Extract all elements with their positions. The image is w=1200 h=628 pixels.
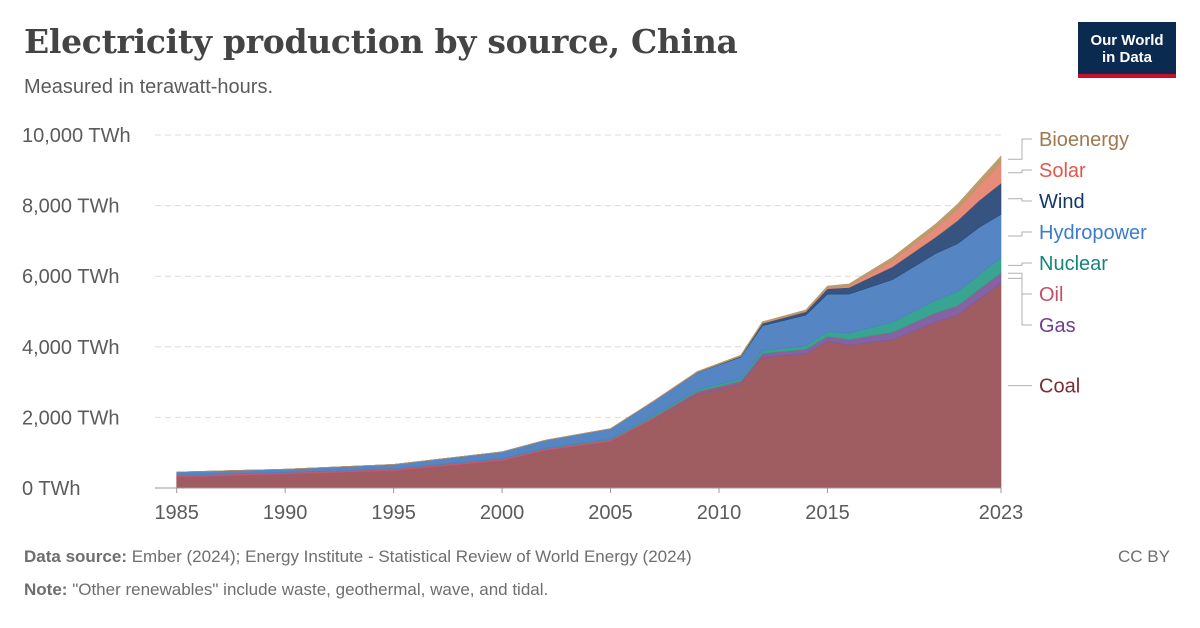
y-tick-label: 6,000 TWh	[22, 266, 119, 288]
area-bioenergy	[176, 155, 1002, 473]
source-label: Data source:	[24, 547, 127, 566]
legend-label-coal: Coal	[1039, 376, 1080, 398]
series-legend: Bioenergy Solar Wind Hydropower Nuclear Oil Ga…	[1008, 129, 1147, 398]
note-line: Note: "Other renewables" include waste, …	[24, 580, 548, 600]
legend-label-bioenergy: Bioenergy	[1039, 129, 1129, 151]
y-tick-label: 8,000 TWh	[22, 196, 119, 218]
legend-connector	[1008, 272, 1032, 295]
y-tick-label: 2,000 TWh	[22, 407, 119, 429]
legend-connector	[1008, 262, 1032, 266]
y-tick-label: 4,000 TWh	[22, 337, 119, 359]
legend-connector	[1008, 198, 1032, 202]
chart-subtitle: Measured in terawatt-hours.	[24, 76, 274, 98]
note-label: Note:	[24, 580, 68, 599]
owid-logo[interactable]: Our World in Data	[1078, 22, 1176, 78]
x-tick-label: 1985	[154, 502, 199, 524]
chart-title: Electricity production by source, China	[24, 22, 738, 61]
y-tick-label: 10,000 TWh	[22, 125, 131, 147]
legend-connector	[1008, 169, 1032, 174]
x-tick-label: 2005	[588, 502, 633, 524]
x-tick-label: 2010	[697, 502, 742, 524]
x-tick-label: 2000	[480, 502, 525, 524]
legend-connector	[1008, 231, 1032, 237]
logo-line-1: Our World	[1090, 32, 1164, 49]
legend-label-oil: Oil	[1039, 284, 1063, 306]
license-link[interactable]: CC BY	[1118, 547, 1170, 566]
logo-line-2: in Data	[1101, 49, 1152, 66]
x-tick-label: 2015	[805, 502, 850, 524]
legend-label-wind: Wind	[1039, 191, 1085, 213]
legend-connector	[1008, 277, 1032, 326]
axes: 0 TWh 2,000 TWh 4,000 TWh 6,000 TWh 8,000 TW…	[22, 125, 1023, 524]
legend-label-hydropower: Hydropower	[1039, 222, 1147, 244]
legend-label-nuclear: Nuclear	[1039, 253, 1108, 275]
legend-connector	[1008, 138, 1032, 160]
source-line: Data source: Ember (2024); Energy Instit…	[24, 547, 692, 567]
x-tick-label: 2023	[979, 502, 1024, 524]
note-text: "Other renewables" include waste, geothe…	[72, 580, 549, 599]
y-tick-label: 0 TWh	[22, 478, 81, 500]
legend-label-solar: Solar	[1039, 160, 1086, 182]
source-text[interactable]: Ember (2024); Energy Institute - Statist…	[131, 547, 692, 566]
x-tick-label: 1995	[371, 502, 416, 524]
x-tick-label: 1990	[263, 502, 308, 524]
legend-label-gas: Gas	[1039, 315, 1076, 337]
